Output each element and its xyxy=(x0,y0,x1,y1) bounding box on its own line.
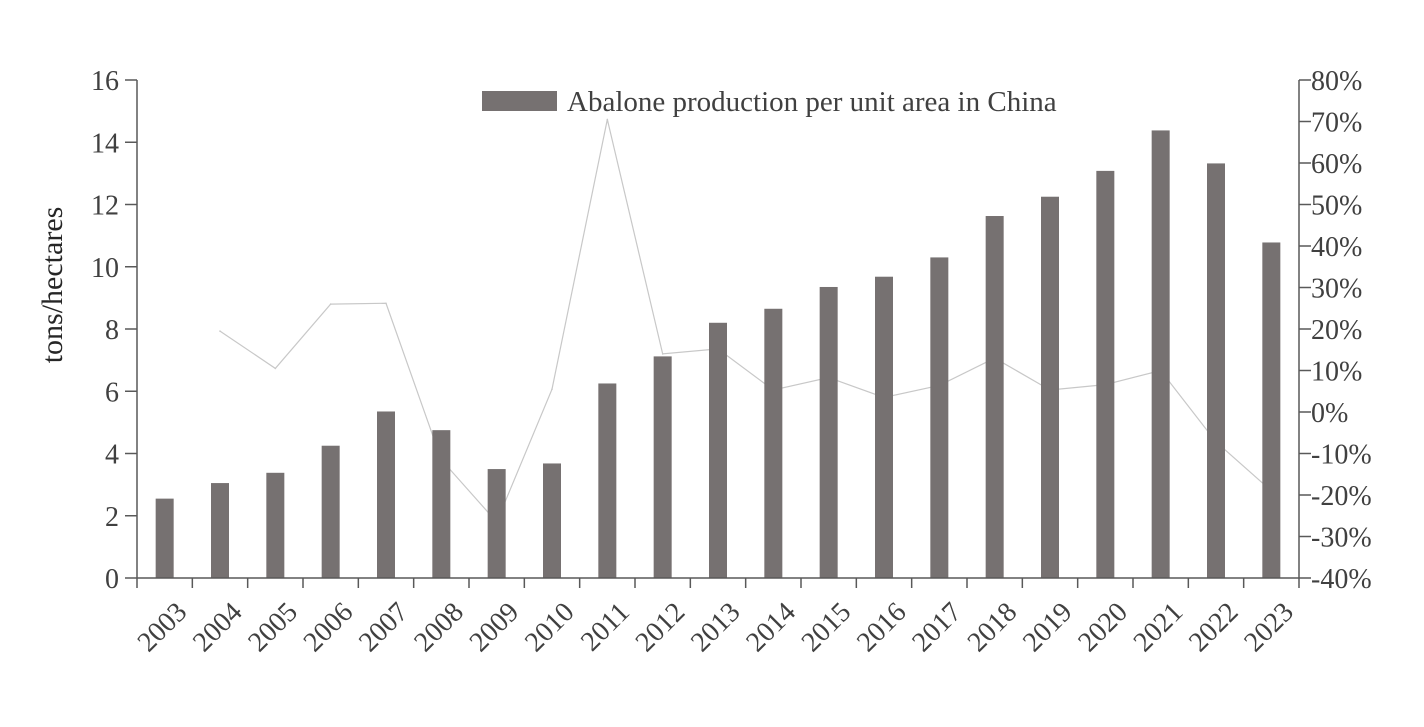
legend-swatch-bars xyxy=(482,91,557,111)
right-y-ticks: -40% -30% -20% -10% 0% 10% 20% 30% 40% 50% 60% 70% 8… xyxy=(1299,66,1372,595)
bar-2017 xyxy=(930,257,949,578)
bar-2009 xyxy=(487,469,506,578)
bar-2011 xyxy=(598,383,617,578)
growth-rate-point xyxy=(606,118,609,121)
bar-2004 xyxy=(211,483,229,578)
x-ticks: 2003200420052006200720082009201020112012… xyxy=(132,578,1300,658)
left-y-tick-label: 6 xyxy=(105,377,119,408)
left-y-tick-label: 2 xyxy=(105,502,119,533)
left-y-tick-label: 4 xyxy=(105,440,119,471)
growth-rate-point xyxy=(219,330,221,332)
right-y-tick-label: -40% xyxy=(1311,564,1372,595)
x-tick-label: 2013 xyxy=(685,597,747,659)
growth-rate-point xyxy=(385,302,387,305)
bar-2010 xyxy=(543,463,561,578)
bar-2005 xyxy=(266,472,285,578)
bar-2014 xyxy=(764,308,783,578)
x-tick-label: 2015 xyxy=(796,597,858,659)
legend-label-bars: Abalone production per unit area in Chin… xyxy=(567,86,1057,118)
left-y-tick-label: 0 xyxy=(105,564,119,595)
x-tick-label: 2009 xyxy=(464,597,526,659)
right-y-tick-label: -30% xyxy=(1311,523,1372,554)
right-y-tick-label: 40% xyxy=(1311,232,1362,263)
y-axis-title: tons/hectares xyxy=(36,207,69,364)
x-tick-label: 2007 xyxy=(353,597,415,659)
x-tick-label: 2003 xyxy=(132,597,194,659)
right-y-tick-label: -20% xyxy=(1311,481,1372,512)
bar-2016 xyxy=(875,276,893,578)
x-tick-label: 2021 xyxy=(1128,597,1190,659)
right-y-tick-label: 30% xyxy=(1311,274,1362,305)
left-y-tick-label: 8 xyxy=(105,315,119,346)
bar-2022 xyxy=(1207,163,1225,579)
right-y-tick-label: 50% xyxy=(1311,191,1362,222)
x-tick-label: 2023 xyxy=(1238,597,1300,659)
bar-2023 xyxy=(1262,242,1281,578)
x-tick-label: 2006 xyxy=(298,597,360,659)
x-tick-label: 2018 xyxy=(962,597,1024,659)
bar-2020 xyxy=(1096,170,1115,578)
x-tick-label: 2019 xyxy=(1017,597,1079,659)
right-y-tick-label: 80% xyxy=(1311,66,1362,97)
bar-2015 xyxy=(819,286,838,578)
x-tick-label: 2020 xyxy=(1072,597,1134,659)
right-y-tick-label: -10% xyxy=(1311,440,1372,471)
x-tick-label: 2004 xyxy=(187,597,249,659)
growth-rate-point xyxy=(551,388,553,390)
bar-2018 xyxy=(985,216,1004,579)
right-y-tick-label: 20% xyxy=(1311,315,1362,346)
x-tick-label: 2005 xyxy=(242,597,304,659)
x-tick-label: 2022 xyxy=(1183,597,1245,659)
bars-layer xyxy=(155,130,1281,579)
bar-2012 xyxy=(653,356,672,578)
x-tick-label: 2014 xyxy=(740,597,802,659)
x-tick-label: 2008 xyxy=(408,597,470,659)
bar-2006 xyxy=(321,445,340,578)
legend: Abalone production per unit area in Chin… xyxy=(482,86,1057,118)
growth-rate-line xyxy=(219,119,1272,524)
left-y-tick-label: 12 xyxy=(91,191,119,222)
growth-rate-point xyxy=(274,367,277,370)
x-tick-label: 2011 xyxy=(575,597,636,658)
right-y-tick-label: 10% xyxy=(1311,357,1362,388)
left-y-tick-label: 16 xyxy=(91,66,119,97)
x-tick-label: 2012 xyxy=(630,597,692,659)
bar-2008 xyxy=(432,430,451,578)
x-tick-label: 2016 xyxy=(851,597,913,659)
x-tick-label: 2010 xyxy=(519,597,581,659)
right-y-tick-label: 0% xyxy=(1311,398,1348,429)
x-tick-label: 2017 xyxy=(906,597,968,659)
left-y-ticks: 0 2 4 6 8 10 12 14 16 xyxy=(91,66,137,595)
left-y-tick-label: 14 xyxy=(91,128,119,159)
bar-2019 xyxy=(1041,196,1059,578)
growth-rate-point xyxy=(661,353,664,355)
growth-rate-point xyxy=(329,303,332,305)
bar-2003 xyxy=(155,498,174,578)
right-y-tick-label: 60% xyxy=(1311,149,1362,180)
left-y-tick-label: 10 xyxy=(91,253,119,284)
bar-2021 xyxy=(1151,130,1170,579)
right-y-tick-label: 70% xyxy=(1311,108,1362,139)
bar-2007 xyxy=(377,411,395,578)
bar-2013 xyxy=(709,322,727,578)
